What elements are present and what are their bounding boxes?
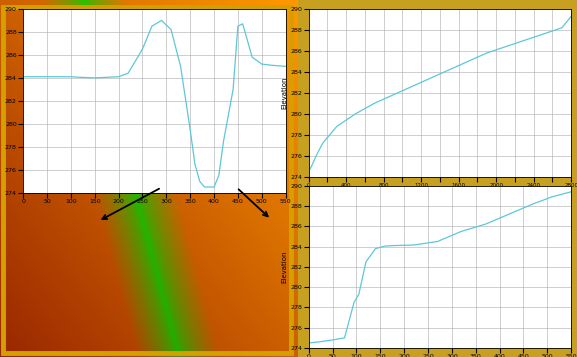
Y-axis label: Elevation: Elevation	[282, 76, 288, 109]
X-axis label: Area: Area	[432, 212, 448, 217]
Y-axis label: Elevation: Elevation	[282, 251, 288, 283]
